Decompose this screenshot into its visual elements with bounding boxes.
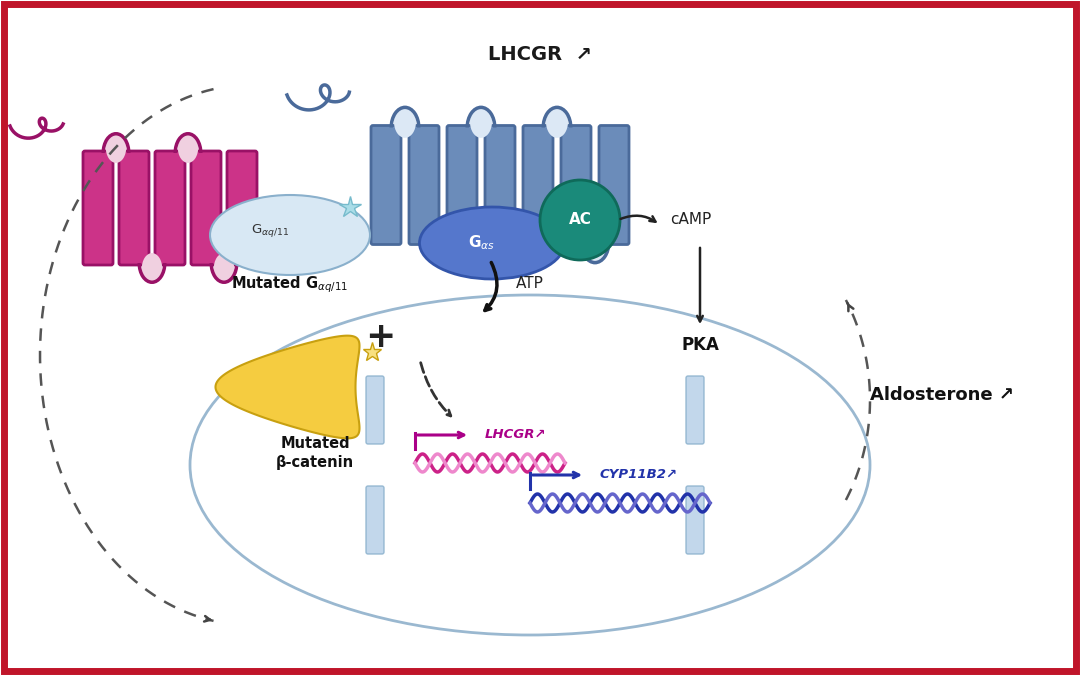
Circle shape	[540, 180, 620, 260]
Ellipse shape	[141, 253, 162, 284]
FancyBboxPatch shape	[366, 486, 384, 554]
Ellipse shape	[214, 253, 234, 284]
FancyBboxPatch shape	[447, 126, 477, 244]
FancyBboxPatch shape	[156, 151, 185, 265]
FancyBboxPatch shape	[599, 126, 629, 244]
FancyBboxPatch shape	[523, 126, 553, 244]
Ellipse shape	[508, 232, 530, 265]
Text: β-catenin: β-catenin	[275, 456, 354, 470]
FancyBboxPatch shape	[561, 126, 591, 244]
Text: PKA: PKA	[681, 336, 719, 354]
Text: G$_{\alpha s}$: G$_{\alpha s}$	[469, 234, 496, 252]
Text: +: +	[365, 320, 395, 354]
Text: Aldosterone ↗: Aldosterone ↗	[870, 386, 1014, 404]
FancyBboxPatch shape	[372, 126, 401, 244]
FancyBboxPatch shape	[686, 376, 704, 444]
Text: G$_{\alpha q/11}$: G$_{\alpha q/11}$	[251, 223, 289, 240]
Text: Mutated: Mutated	[280, 435, 350, 450]
Text: Mutated G$_{\alpha q/11}$: Mutated G$_{\alpha q/11}$	[231, 275, 349, 295]
FancyBboxPatch shape	[686, 486, 704, 554]
FancyBboxPatch shape	[227, 151, 257, 265]
Ellipse shape	[419, 207, 565, 279]
Ellipse shape	[394, 106, 416, 138]
Polygon shape	[0, 513, 1080, 675]
Text: LHCGR↗: LHCGR↗	[485, 429, 546, 441]
Ellipse shape	[470, 106, 492, 138]
Text: AC: AC	[568, 213, 592, 227]
Ellipse shape	[584, 232, 606, 265]
Ellipse shape	[106, 132, 126, 163]
Text: LHCGR  ↗: LHCGR ↗	[488, 45, 592, 65]
FancyBboxPatch shape	[409, 126, 438, 244]
FancyBboxPatch shape	[119, 151, 149, 265]
Text: ATP: ATP	[516, 275, 544, 290]
FancyBboxPatch shape	[191, 151, 221, 265]
FancyBboxPatch shape	[83, 151, 113, 265]
Text: cAMP: cAMP	[670, 213, 712, 227]
Polygon shape	[216, 335, 360, 438]
Ellipse shape	[210, 195, 370, 275]
FancyBboxPatch shape	[485, 126, 515, 244]
FancyBboxPatch shape	[366, 376, 384, 444]
Ellipse shape	[546, 106, 568, 138]
Ellipse shape	[178, 132, 199, 163]
Text: CYP11B2↗: CYP11B2↗	[600, 468, 678, 481]
Ellipse shape	[432, 232, 454, 265]
